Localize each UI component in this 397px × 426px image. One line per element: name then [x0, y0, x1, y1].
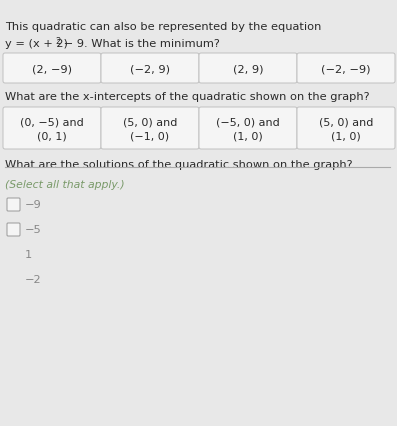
Text: (1, 0): (1, 0): [233, 131, 263, 141]
Text: (Select all that apply.): (Select all that apply.): [5, 180, 125, 190]
Text: − 9. What is the minimum?: − 9. What is the minimum?: [60, 39, 220, 49]
Text: (−5, 0) and: (−5, 0) and: [216, 117, 280, 127]
Text: What are the solutions of the quadratic shown on the graph?: What are the solutions of the quadratic …: [5, 160, 353, 170]
Text: (−1, 0): (−1, 0): [131, 131, 170, 141]
Text: This quadratic can also be represented by the equation: This quadratic can also be represented b…: [5, 22, 322, 32]
Text: (0, −5) and: (0, −5) and: [20, 117, 84, 127]
Text: 2: 2: [55, 37, 60, 46]
Text: y = (x + 2): y = (x + 2): [5, 39, 68, 49]
Text: (0, 1): (0, 1): [37, 131, 67, 141]
Text: −9: −9: [25, 200, 42, 210]
Text: −2: −2: [25, 275, 42, 285]
FancyBboxPatch shape: [199, 54, 297, 84]
FancyBboxPatch shape: [7, 224, 20, 236]
Text: (1, 0): (1, 0): [331, 131, 361, 141]
Text: (5, 0) and: (5, 0) and: [123, 117, 177, 127]
Text: (2, −9): (2, −9): [32, 64, 72, 74]
FancyBboxPatch shape: [199, 108, 297, 150]
Text: 1: 1: [25, 250, 32, 260]
FancyBboxPatch shape: [297, 54, 395, 84]
Text: (5, 0) and: (5, 0) and: [319, 117, 373, 127]
Text: (−2, −9): (−2, −9): [321, 64, 371, 74]
Text: What are the x-intercepts of the quadratic shown on the graph?: What are the x-intercepts of the quadrat…: [5, 92, 370, 102]
FancyBboxPatch shape: [7, 199, 20, 211]
FancyBboxPatch shape: [101, 54, 199, 84]
Text: (−2, 9): (−2, 9): [130, 64, 170, 74]
FancyBboxPatch shape: [3, 54, 101, 84]
Text: (2, 9): (2, 9): [233, 64, 263, 74]
Text: −5: −5: [25, 225, 42, 235]
FancyBboxPatch shape: [101, 108, 199, 150]
FancyBboxPatch shape: [3, 108, 101, 150]
FancyBboxPatch shape: [297, 108, 395, 150]
